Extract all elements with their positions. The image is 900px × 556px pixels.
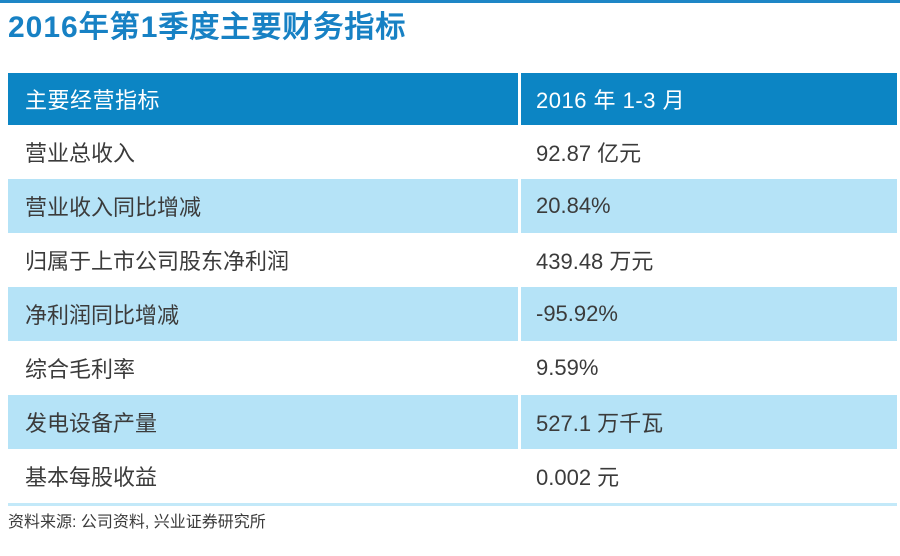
metric-label: 基本每股收益	[8, 449, 521, 503]
column-header-metric: 主要经营指标	[8, 73, 521, 125]
metric-value: -95.92%	[536, 301, 618, 326]
metric-value: 9.59%	[536, 355, 599, 380]
table-header-row: 主要经营指标 2016 年 1-3 月	[8, 73, 897, 125]
metric-label: 归属于上市公司股东净利润	[8, 233, 521, 287]
metric-value: 20.84%	[536, 193, 611, 218]
table-row: 营业总收入 92.87 亿元	[8, 125, 897, 179]
table-row: 基本每股收益 0.002 元	[8, 449, 897, 503]
metric-label: 营业总收入	[8, 125, 521, 179]
table-row: 发电设备产量 527.1 万千瓦	[8, 395, 897, 449]
financial-indicators-table: 主要经营指标 2016 年 1-3 月 营业总收入 92.87 亿元 营业收入同…	[8, 73, 897, 503]
metric-value: 0.002 元	[536, 465, 620, 490]
table-row: 营业收入同比增减 20.84%	[8, 179, 897, 233]
metric-value: 439.48 万元	[536, 249, 654, 274]
top-accent-line	[0, 0, 900, 3]
metric-label: 净利润同比增减	[8, 287, 521, 341]
footer-divider-line	[8, 503, 897, 506]
table-row: 综合毛利率 9.59%	[8, 341, 897, 395]
figure-title: 2016年第1季度主要财务指标	[8, 11, 407, 44]
metric-label: 综合毛利率	[8, 341, 521, 395]
table-row: 净利润同比增减 -95.92%	[8, 287, 897, 341]
metric-label: 发电设备产量	[8, 395, 521, 449]
metric-value: 92.87 亿元	[536, 141, 642, 166]
metric-value: 527.1 万千瓦	[536, 411, 664, 436]
column-header-period: 2016 年 1-3 月	[536, 88, 686, 113]
metric-label: 营业收入同比增减	[8, 179, 521, 233]
table-row: 归属于上市公司股东净利润 439.48 万元	[8, 233, 897, 287]
source-note: 资料来源: 公司资料, 兴业证券研究所	[8, 514, 266, 531]
